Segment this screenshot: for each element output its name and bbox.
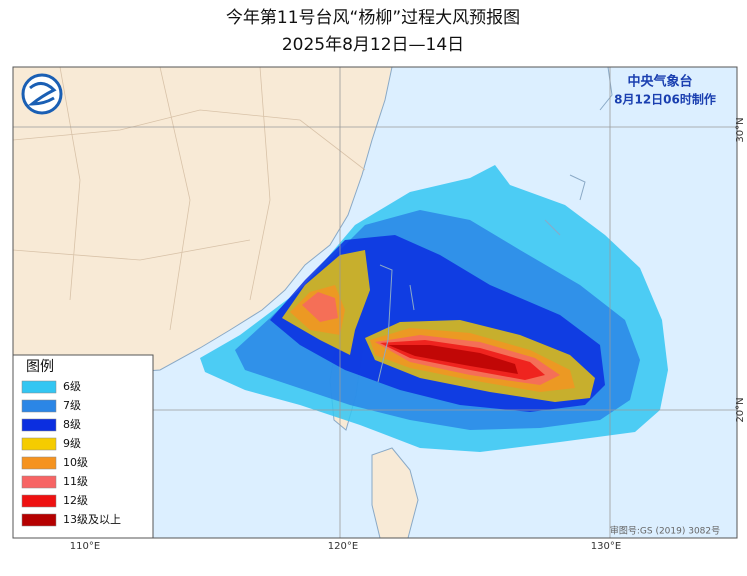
zone-11 — [302, 292, 338, 322]
legend-swatch — [21, 380, 57, 394]
legend-swatch — [21, 399, 57, 413]
legend-label: 11级 — [63, 475, 88, 488]
legend-swatch — [21, 418, 57, 432]
lon-label: 130°E — [591, 541, 621, 552]
legend-label: 12级 — [63, 494, 88, 507]
lat-label: 30°N — [735, 117, 746, 142]
subtitle: 2025年8月12日—14日 — [282, 35, 464, 55]
islands-and-borders — [377, 67, 613, 383]
map — [13, 67, 737, 538]
luzon — [371, 447, 419, 538]
legend-label: 10级 — [63, 456, 88, 469]
review-number: 审图号:GS (2019) 3082号 — [610, 525, 720, 537]
legend-label: 8级 — [63, 418, 81, 431]
lon-label: 120°E — [328, 541, 358, 552]
mainland — [13, 67, 393, 381]
legend-label: 9级 — [63, 437, 81, 450]
legend: 图例 6级 7级 8级 9级 10级 11级 12级 13级及以上 — [12, 354, 154, 539]
province-borders — [13, 67, 366, 331]
issue-time: 8月12日06时制作 — [614, 92, 716, 107]
zone-13 — [388, 345, 518, 374]
legend-title: 图例 — [26, 359, 54, 375]
legend-swatch — [21, 437, 57, 451]
legend-swatch — [21, 494, 57, 508]
legend-swatch — [21, 513, 57, 527]
agency-name: 中央气象台 — [627, 74, 692, 90]
title: 今年第11号台风“杨柳”过程大风预报图 — [226, 8, 520, 28]
legend-swatch — [21, 456, 57, 470]
lat-label: 20°N — [735, 397, 746, 422]
logo — [21, 73, 63, 115]
legend-label: 6级 — [63, 380, 81, 393]
lon-label: 110°E — [70, 541, 100, 552]
legend-label: 13级及以上 — [63, 513, 121, 526]
legend-label: 7级 — [63, 399, 81, 412]
legend-swatch — [21, 475, 57, 489]
map-frame — [12, 66, 738, 539]
